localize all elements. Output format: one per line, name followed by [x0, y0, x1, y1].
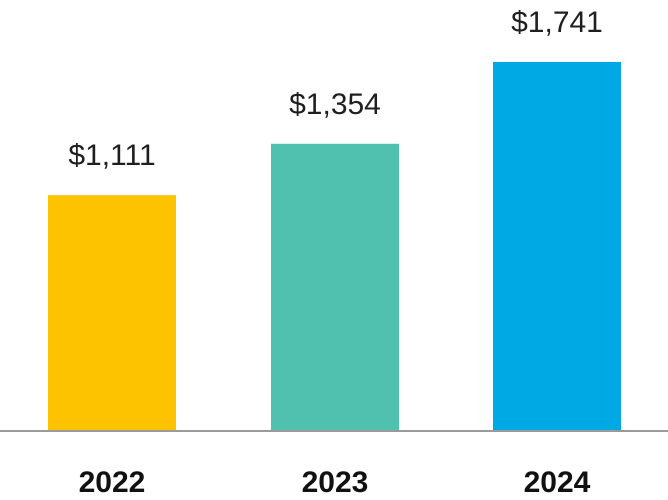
- data-label-2022: $1,111: [68, 139, 155, 172]
- bar-2023: [271, 143, 399, 430]
- x-tick-labels-group: 2022 2023 2024: [79, 466, 591, 499]
- value-labels-group: $1,111 $1,354 $1,741: [68, 6, 603, 172]
- bar-2024: [493, 62, 621, 430]
- data-label-2023: $1,354: [289, 88, 381, 121]
- x-tick-label-2022: 2022: [79, 466, 146, 499]
- x-tick-label-2024: 2024: [524, 466, 591, 499]
- bar-2022: [48, 195, 176, 430]
- x-tick-label-2023: 2023: [302, 466, 369, 499]
- data-label-2024: $1,741: [511, 6, 603, 39]
- bars-group: [48, 62, 621, 430]
